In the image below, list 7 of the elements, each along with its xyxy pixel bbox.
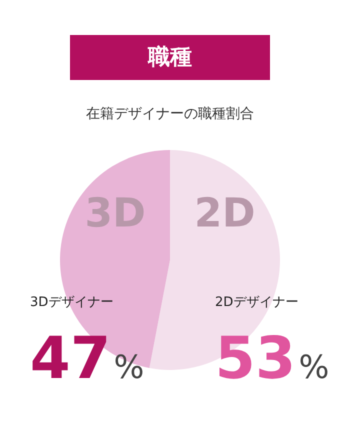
chart-subtitle: 在籍デザイナーの職種割合 (85, 105, 255, 123)
chart-title: 職種 (70, 35, 270, 80)
text: 2D (194, 190, 256, 236)
slice-label: 2Dデザイナー (215, 295, 298, 310)
data-label: 53% (215, 324, 330, 392)
data-label: 47% (30, 324, 144, 392)
slice-label: 3Dデザイナー (30, 295, 114, 310)
